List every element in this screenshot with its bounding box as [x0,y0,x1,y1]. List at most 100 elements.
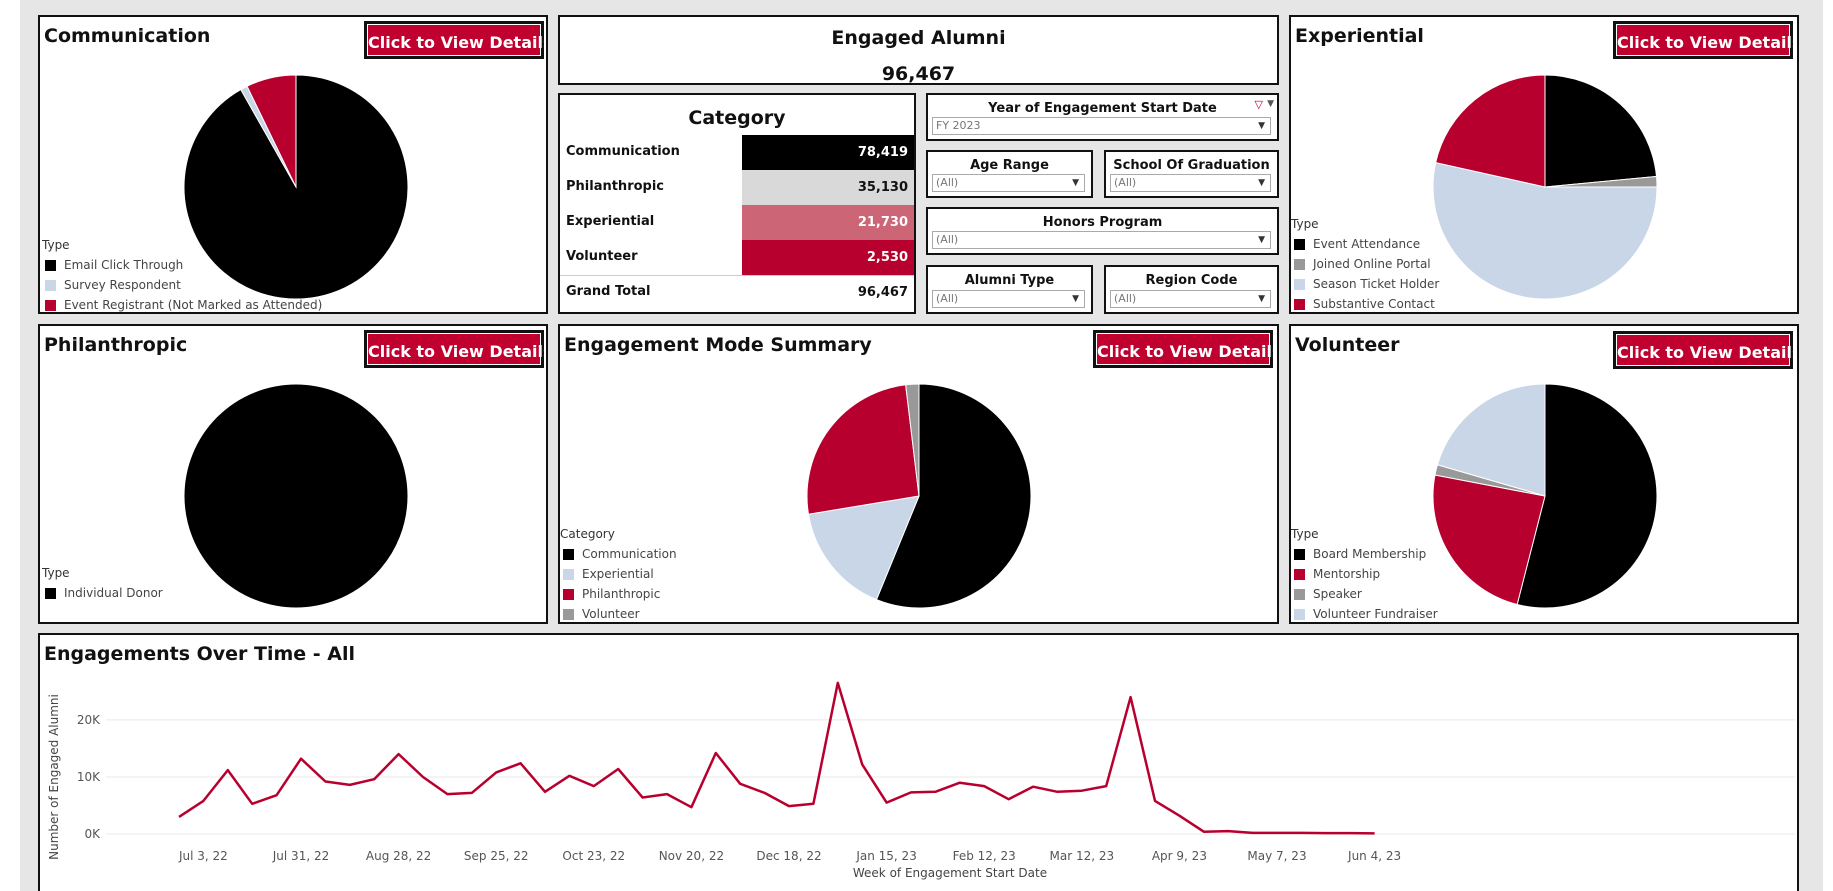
grand-total-label: Grand Total [566,284,651,299]
legend-label: Substantive Contact [1313,297,1435,311]
filter-menu-icon[interactable]: ▼ [1267,99,1274,109]
legend-item-email-click-through[interactable]: Email Click Through [42,255,322,275]
legend-title: Type [1291,217,1319,231]
legend-swatch [1294,568,1305,580]
legend-item-individual-donor[interactable]: Individual Donor [42,583,163,603]
legend-item-joined-online-portal[interactable]: Joined Online Portal [1291,254,1439,274]
legend-item-survey-respondent[interactable]: Survey Respondent [42,275,322,295]
x-tick-label: Aug 28, 22 [366,849,431,863]
volunteer-title: Volunteer [1295,334,1400,356]
legend-title: Type [42,238,70,252]
pie-slice-individual-donor[interactable] [183,383,409,609]
legend-item-event-registrant-not-marked-as-attended[interactable]: Event Registrant (Not Marked as Attended… [42,295,322,312]
pie-slice-philanthropic[interactable] [806,384,920,515]
legend-swatch [1294,278,1305,290]
pie-slice-mentorship[interactable] [1432,474,1546,606]
legend-item-volunteer-fundraiser[interactable]: Volunteer Fundraiser [1291,604,1438,622]
legend-label: Communication [582,547,677,561]
legend-swatch [1294,298,1305,310]
region-filter-label: Region Code [1145,273,1238,288]
legend-swatch [563,608,574,620]
category-row-communication[interactable]: Communication 78,419 [560,135,914,170]
category-value: 35,130 [742,170,914,205]
legend-item-communication[interactable]: Communication [560,544,677,564]
philanthropic-panel: Philanthropic Click to View Details Type… [38,324,548,624]
category-label: Volunteer [566,249,638,264]
age-range-select[interactable]: (All) ▼ [932,174,1085,192]
legend-item-speaker[interactable]: Speaker [1291,584,1438,604]
legend-swatch [1294,238,1305,250]
volunteer-pie-chart[interactable] [1291,326,1799,624]
pie-slice-volunteer[interactable] [905,383,920,497]
category-row-experiential[interactable]: Experiential 21,730 [560,205,914,240]
y-axis-label: Number of Engaged Alumni [47,694,61,860]
experiential-pie-chart[interactable] [1291,17,1799,314]
age-range-filter-label: Age Range [970,158,1049,173]
chevron-down-icon: ▼ [1072,178,1079,188]
year-filter: Year of Engagement Start Date ▽ ▼ FY 202… [926,93,1279,141]
chevron-down-icon: ▼ [1258,178,1265,188]
engagement-mode-title: Engagement Mode Summary [564,334,872,356]
school-filter: School Of Graduation (All) ▼ [1104,150,1279,198]
series-line[interactable] [178,681,1375,835]
engagements-line-chart[interactable]: 0K 10K 20K Jul 3, 22 Jul 31, 22 Aug 28, 22 Sep… [40,635,1799,891]
engagement-mode-details-button[interactable]: Click to View Details [1093,330,1277,368]
chevron-down-icon: ▼ [1258,294,1265,304]
legend-swatch [45,587,56,599]
legend-title: Type [42,566,70,580]
legend-label: Board Membership [1313,547,1427,561]
communication-details-button[interactable]: Click to View Details [364,21,546,59]
x-tick-label: Jan 15, 23 [855,849,916,863]
honors-select[interactable]: (All) ▼ [932,231,1271,249]
legend-item-board-membership[interactable]: Board Membership [1291,544,1438,564]
school-select[interactable]: (All) ▼ [1110,174,1271,192]
pie-slice-season-ticket-holder[interactable] [1432,161,1658,300]
legend-item-volunteer[interactable]: Volunteer [560,604,677,622]
year-filter-select[interactable]: FY 2023 ▼ [932,117,1271,135]
legend-swatch [1294,588,1305,600]
pie-slice-event-registrant-not-marked-as-attended[interactable] [246,74,297,188]
category-table-title: Category [688,107,786,129]
region-select[interactable]: (All) ▼ [1110,290,1271,308]
engagement-mode-legend: Category Communication Experiential Philant… [560,527,677,622]
legend-item-substantive-contact[interactable]: Substantive Contact [1291,294,1439,312]
pie-slice-substantive-contact[interactable] [1435,74,1546,188]
legend-label: Joined Online Portal [1313,257,1431,271]
category-row-volunteer[interactable]: Volunteer 2,530 [560,240,914,275]
legend-title: Type [1291,527,1319,541]
category-grand-total-row: Grand Total 96,467 [560,275,914,310]
engagement-mode-pie-chart[interactable] [560,326,1279,624]
legend-label: Speaker [1313,587,1362,601]
pie-slice-communication[interactable] [875,383,1032,609]
legend-item-mentorship[interactable]: Mentorship [1291,564,1438,584]
region-filter: Region Code (All) ▼ [1104,265,1279,314]
filter-clear-icon[interactable]: ▽ [1254,98,1263,111]
legend-item-philanthropic[interactable]: Philanthropic [560,584,677,604]
x-tick-label: Sep 25, 22 [464,849,529,863]
category-row-philanthropic[interactable]: Philanthropic 35,130 [560,170,914,205]
engaged-alumni-title: Engaged Alumni [831,27,1006,49]
philanthropic-details-button[interactable]: Click to View Details [364,330,546,368]
x-tick-label: Nov 20, 22 [659,849,724,863]
legend-swatch [45,259,56,271]
pie-slice-event-attendance[interactable] [1544,74,1658,188]
volunteer-details-button[interactable]: Click to View Details [1613,331,1797,369]
honors-filter-label: Honors Program [1042,215,1163,230]
alumni-type-select[interactable]: (All) ▼ [932,290,1085,308]
legend-swatch [1294,258,1305,270]
experiential-panel: Experiential Click to View Details Type E… [1289,15,1799,314]
legend-label: Volunteer Fundraiser [1313,607,1438,621]
pie-slice-volunteer-fundraiser[interactable] [1436,383,1546,497]
y-tick-label: 20K [77,713,101,727]
pie-slice-experiential[interactable] [807,495,920,601]
communication-pie-chart[interactable] [40,17,548,314]
legend-item-season-ticket-holder[interactable]: Season Ticket Holder [1291,274,1439,294]
legend-item-event-attendance[interactable]: Event Attendance [1291,234,1439,254]
philanthropic-pie-chart[interactable] [40,326,548,624]
pie-slice-board-membership[interactable] [1516,383,1658,609]
legend-label: Philanthropic [582,587,661,601]
legend-item-experiential[interactable]: Experiential [560,564,677,584]
y-tick-label: 10K [77,770,101,784]
school-filter-label: School Of Graduation [1113,158,1270,173]
experiential-details-button[interactable]: Click to View Details [1613,21,1797,59]
